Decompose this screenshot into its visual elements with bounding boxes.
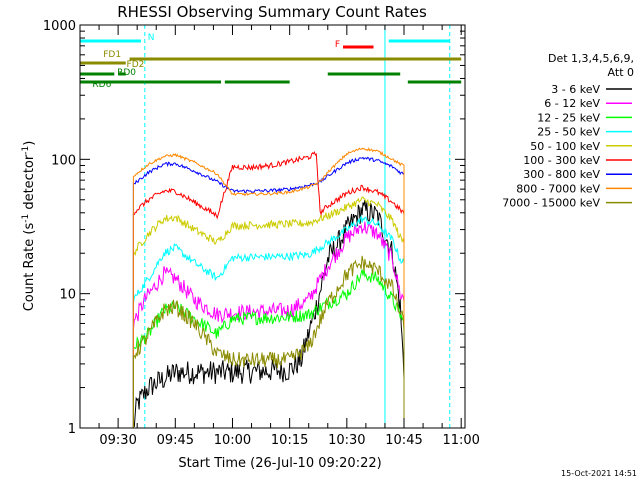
series-line (132, 196, 405, 428)
series-lines (132, 147, 405, 428)
legend-label: 800 - 7000 keV (516, 182, 600, 195)
flag-bar-label: N (148, 33, 155, 43)
legend-label: 300 - 800 keV (523, 168, 600, 181)
flag-bar-label: FD1 (103, 50, 121, 60)
series-line (132, 156, 405, 428)
flag-bar-label: FD2 (127, 60, 145, 70)
legend-label: 6 - 12 keV (544, 97, 600, 110)
legend-label: 7000 - 15000 keV (502, 197, 600, 210)
x-tick-label: 10:00 (214, 433, 251, 448)
flag-bar-label: RD6 (92, 80, 111, 90)
y-tick-label: 1000 (43, 19, 76, 34)
legend-label: 25 - 50 keV (537, 126, 600, 139)
flag-bar-label: RD0 (117, 68, 136, 78)
x-tick-label: 09:30 (99, 433, 136, 448)
plot-frame (79, 24, 466, 429)
series-line (132, 221, 405, 428)
footer-timestamp: 15-Oct-2021 14:51 (561, 469, 637, 478)
x-tick-label: 10:45 (385, 433, 422, 448)
x-tick-label: 11:00 (442, 433, 479, 448)
flag-bar-label: F (335, 40, 340, 50)
x-tick-label: 10:15 (271, 433, 308, 448)
series-line (132, 200, 405, 428)
y-tick-label: 100 (51, 153, 76, 168)
legend-title: Att 0 (608, 66, 634, 79)
y-tick-label: 10 (59, 288, 76, 303)
series-line (132, 147, 405, 428)
legend-label: 12 - 25 keV (537, 111, 600, 124)
legend-title: Det 1,3,4,5,6,9, (548, 52, 634, 65)
x-axis: 09:30 09:45 10:00 10:15 10:30 10:45 11:00 (79, 25, 480, 448)
y-tick-label: 1 (68, 422, 76, 437)
x-axis-title: Start Time (26-Jul-10 09:20:22) (178, 456, 381, 471)
series-line (132, 151, 405, 428)
series-line (132, 214, 405, 428)
x-tick-label: 10:30 (328, 433, 365, 448)
chart-title: RHESSI Observing Summary Count Rates (117, 3, 427, 21)
y-axis-title: Count Rate (s-1 detector-1) (21, 141, 37, 312)
y-axis: 1 10 100 1000 (43, 19, 465, 437)
legend-label: 50 - 100 keV (530, 140, 600, 153)
series-line (132, 255, 405, 428)
legend-label: 100 - 300 keV (523, 154, 600, 167)
x-tick-label: 09:45 (157, 433, 194, 448)
series-line (132, 268, 405, 428)
legend-label: 3 - 6 keV (551, 83, 600, 96)
